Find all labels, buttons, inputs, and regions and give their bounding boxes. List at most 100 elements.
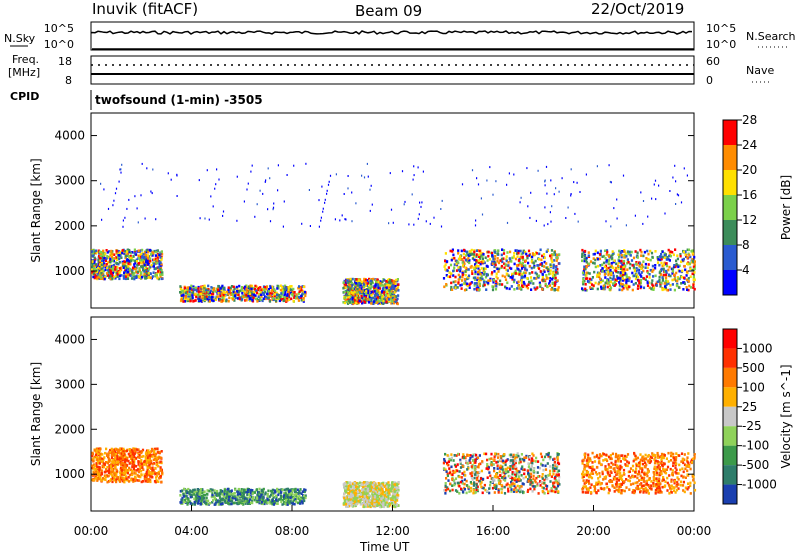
data-cell (281, 286, 284, 289)
data-cell (230, 489, 233, 492)
data-cell (594, 281, 597, 285)
data-cell (280, 294, 283, 298)
data-cell (374, 288, 377, 292)
data-cell (494, 287, 498, 291)
data-cell (133, 464, 136, 467)
data-cell (302, 297, 305, 300)
data-cell (160, 480, 163, 484)
data-cell (269, 292, 272, 295)
data-cell (137, 460, 140, 464)
colorbar-frame (722, 119, 738, 296)
data-cell (463, 281, 466, 285)
data-cell (262, 293, 265, 296)
data-cell (189, 500, 192, 503)
data-cell (397, 504, 400, 507)
data-cell (212, 205, 214, 208)
data-cell (246, 493, 249, 496)
data-cell (526, 256, 529, 260)
data-cell (201, 491, 204, 494)
data-cell (247, 286, 250, 290)
data-cell (385, 300, 388, 304)
data-cell (124, 458, 127, 462)
data-cell (106, 465, 109, 469)
data-cell (663, 261, 666, 265)
data-cell (648, 273, 651, 276)
data-cell (197, 501, 200, 504)
data-cell (111, 480, 114, 484)
data-cell (262, 487, 265, 491)
data-cell (612, 276, 615, 280)
data-cell (102, 477, 105, 480)
data-cell (132, 255, 135, 258)
data-cell (91, 268, 94, 272)
data-cell (267, 290, 270, 293)
data-cell (244, 502, 247, 505)
data-cell (227, 290, 230, 293)
data-cell (660, 281, 663, 285)
data-cell (366, 162, 368, 165)
data-cell (155, 472, 158, 475)
data-cell (115, 249, 118, 253)
data-cell (511, 256, 514, 260)
data-cell (671, 250, 674, 254)
data-cell (639, 248, 642, 252)
data-cell (370, 302, 373, 305)
data-cell (363, 176, 366, 179)
data-cell (287, 298, 290, 301)
data-cell (516, 272, 519, 275)
data-cell (349, 277, 352, 281)
data-cell (604, 257, 607, 260)
data-cell (247, 294, 250, 298)
data-cell (183, 300, 187, 303)
data-cell (223, 500, 227, 503)
data-cell (109, 479, 112, 483)
data-cell (460, 287, 463, 290)
data-cell (284, 496, 287, 499)
data-cell (302, 298, 305, 302)
data-cell (96, 449, 99, 452)
data-cell (104, 259, 108, 262)
data-cell (152, 458, 155, 462)
data-cell (114, 464, 117, 468)
data-cell (199, 501, 203, 505)
data-cell (284, 286, 287, 289)
data-cell (626, 250, 629, 253)
data-cell (180, 298, 183, 301)
data-cell (193, 503, 197, 506)
data-cell (582, 273, 585, 276)
data-cell (236, 297, 240, 300)
data-cell (376, 284, 379, 287)
data-cell (145, 260, 148, 263)
data-cell (264, 290, 267, 294)
data-cell (264, 499, 268, 502)
data-cell (658, 278, 661, 282)
data-cell (611, 250, 614, 253)
data-cell (691, 251, 694, 255)
data-cell (267, 296, 270, 300)
data-cell (120, 449, 123, 452)
data-cell (370, 285, 373, 289)
data-cell (395, 287, 398, 291)
data-cell (387, 294, 390, 297)
data-cell (634, 277, 638, 281)
data-cell (554, 268, 558, 272)
data-cell (189, 495, 192, 499)
data-cell (453, 263, 456, 266)
data-cell (668, 254, 671, 258)
data-cell (129, 256, 132, 260)
data-cell (654, 250, 657, 253)
data-cell (492, 257, 495, 261)
data-cell (239, 494, 242, 498)
data-cell (367, 281, 370, 284)
data-cell (100, 472, 103, 475)
data-cell (99, 476, 102, 479)
data-cell (692, 275, 695, 279)
data-cell (375, 292, 378, 295)
data-cell (301, 222, 303, 225)
data-cell (667, 273, 671, 277)
data-cell (297, 299, 300, 302)
data-cell (115, 478, 118, 481)
data-cell (284, 290, 287, 294)
data-cell (627, 252, 630, 255)
data-cell (495, 284, 498, 288)
